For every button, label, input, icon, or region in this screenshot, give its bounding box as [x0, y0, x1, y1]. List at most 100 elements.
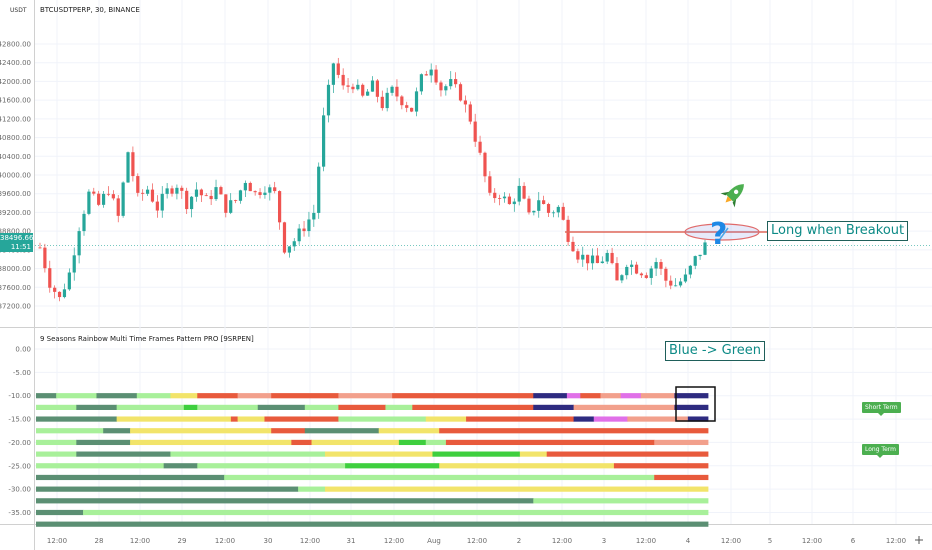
- candle: [48, 260, 52, 293]
- candle: [546, 202, 551, 217]
- heatmap-tick-label: -30.00: [8, 486, 31, 494]
- heatmap-segment: [674, 393, 709, 399]
- heatmap-segment: [197, 404, 259, 410]
- heatmap-segment: [654, 439, 709, 446]
- crosshair-icon[interactable]: [915, 536, 923, 544]
- candle: [356, 79, 360, 91]
- candle: [150, 183, 155, 203]
- price-tick-label: 37200.00: [0, 303, 31, 311]
- heatmap-row: [36, 509, 709, 516]
- heatmap-segment: [36, 393, 57, 399]
- candle: [351, 83, 355, 94]
- candle: [561, 202, 565, 221]
- candle: [312, 204, 316, 227]
- heatmap-segment: [36, 416, 118, 422]
- candle: [414, 87, 419, 117]
- heatmap-segment: [136, 393, 171, 399]
- heatmap-segment: [103, 428, 131, 434]
- heatmap-segment: [76, 451, 171, 457]
- heatmap-segment: [237, 416, 265, 422]
- candle: [136, 173, 140, 197]
- heatmap-segment: [36, 498, 534, 504]
- heatmap-segment: [271, 428, 306, 434]
- time-tick-label: 31: [347, 537, 356, 545]
- candle: [698, 254, 702, 260]
- candle: [473, 113, 477, 147]
- candle: [67, 268, 71, 291]
- heatmap-segment: [627, 416, 689, 422]
- last-price-value: 38496.66: [0, 234, 34, 242]
- candle: [424, 70, 428, 76]
- candle: [571, 236, 575, 253]
- blue-green-annotation: Blue -> Green: [665, 341, 765, 361]
- heatmap-segment: [76, 439, 131, 446]
- candle: [62, 283, 67, 299]
- heatmap-segment: [674, 404, 709, 410]
- candle: [229, 193, 233, 215]
- heatmap-segment: [573, 416, 595, 422]
- heatmap-segment: [257, 404, 306, 410]
- time-tick-label: 5: [768, 537, 772, 545]
- heatmap-row: [36, 451, 709, 457]
- candle: [370, 76, 375, 92]
- heatmap-segment: [36, 428, 104, 434]
- time-tick-label: 12:00: [215, 537, 235, 545]
- candle: [322, 107, 326, 172]
- candle: [131, 146, 135, 182]
- candle: [595, 247, 600, 264]
- candle: [678, 277, 683, 288]
- breakout-pointer: [719, 227, 729, 240]
- heatmap-segment: [445, 439, 655, 446]
- heatmap-segment: [183, 404, 198, 410]
- axes: 37200.0037600.0038000.0038400.0038800.00…: [0, 41, 906, 546]
- candle: [674, 278, 678, 287]
- candle: [106, 186, 111, 197]
- heatmap-segment: [338, 404, 386, 410]
- time-tick-label: 12:00: [467, 537, 487, 545]
- currency-label: USDT: [10, 7, 27, 14]
- heatmap-segment: [385, 404, 413, 410]
- candle: [644, 272, 648, 279]
- candle: [214, 179, 218, 202]
- candle: [693, 255, 697, 270]
- time-tick-label: 12:00: [47, 537, 67, 545]
- heatmap-row: [36, 486, 709, 492]
- candle: [277, 190, 282, 230]
- heatmap-tick-label: -20.00: [8, 439, 31, 447]
- candle: [155, 195, 159, 218]
- time-tick-label: 3: [602, 537, 606, 545]
- candle: [478, 135, 482, 156]
- heatmap-segment: [324, 486, 709, 492]
- price-tick-label: 42000.00: [0, 78, 31, 86]
- heatmap-segment: [378, 428, 440, 434]
- candle: [654, 257, 658, 276]
- candle: [498, 194, 502, 206]
- rainbow-heatmap: [36, 393, 709, 527]
- last-price-tag: 38496.66 11:51: [0, 233, 33, 252]
- candle: [405, 101, 409, 113]
- candle: [126, 151, 130, 183]
- heatmap-row: [36, 498, 709, 504]
- candle: [189, 196, 194, 218]
- time-tick-label: 12:00: [886, 537, 906, 545]
- candle: [390, 85, 394, 96]
- heatmap-row: [36, 474, 709, 481]
- candle: [454, 72, 458, 88]
- heatmap-segment: [36, 486, 299, 492]
- heatmap-segment: [687, 416, 709, 422]
- time-tick-label: 12:00: [721, 537, 741, 545]
- price-tick-label: 40000.00: [0, 172, 31, 180]
- heatmap-segment: [197, 463, 346, 469]
- heatmap-segment: [580, 393, 601, 399]
- time-tick-label: 30: [264, 537, 273, 545]
- time-tick-label: 12:00: [802, 537, 822, 545]
- heatmap-segment: [338, 393, 393, 399]
- candle: [630, 260, 634, 275]
- candle: [556, 205, 560, 218]
- time-tick-label: 2: [517, 537, 521, 545]
- candle: [194, 182, 199, 202]
- heatmap-segment: [425, 439, 447, 446]
- candle: [317, 162, 321, 219]
- candle: [180, 185, 184, 199]
